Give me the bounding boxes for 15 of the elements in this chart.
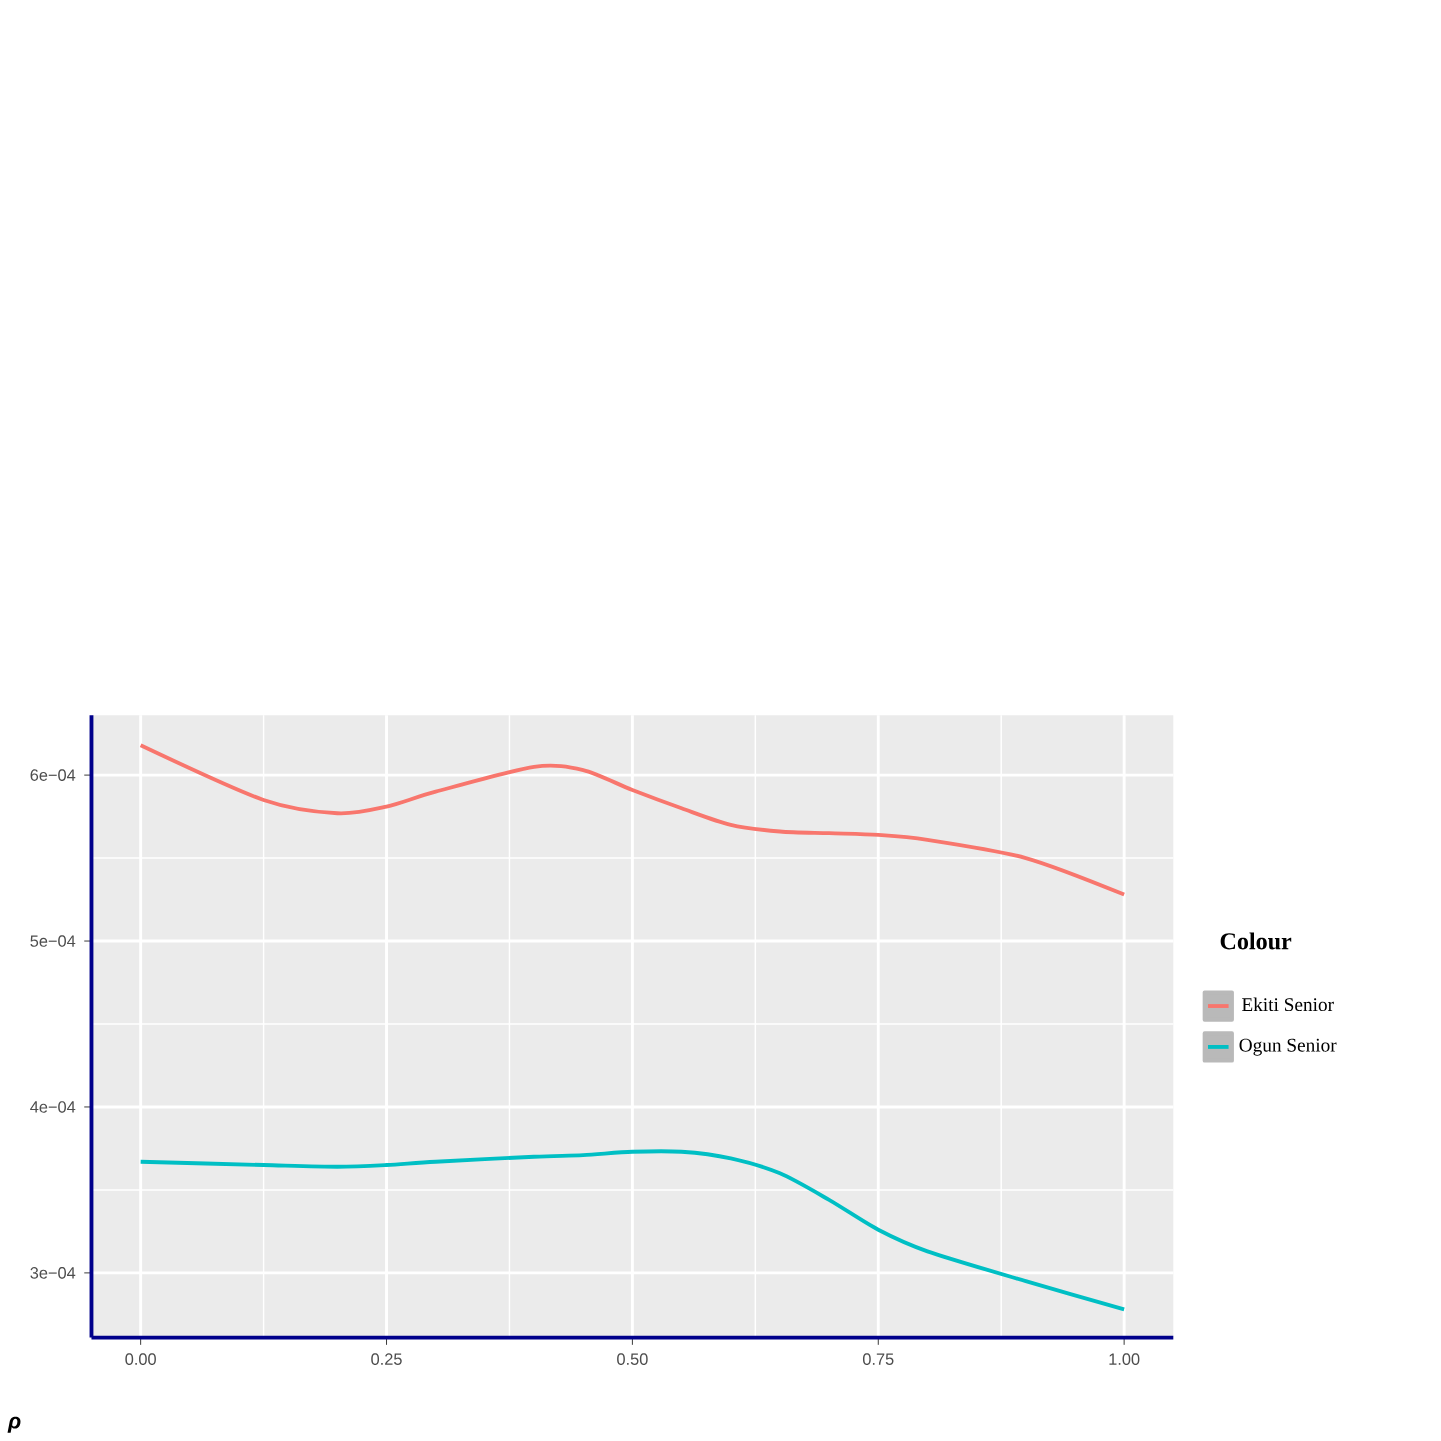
- legend-title: Colour: [1220, 932, 1292, 950]
- x-tick-label: 1.00: [1109, 1353, 1140, 1366]
- y-tick-label: 6e−04: [30, 769, 76, 781]
- x-axis-title: ρ: [7, 1416, 21, 1433]
- legend-label: Ekiti Senior: [1241, 997, 1334, 1012]
- y-tick-label: 5e−04: [30, 935, 76, 947]
- y-tick-label: 4e−04: [30, 1101, 76, 1113]
- line-series: [138, 1149, 1127, 1312]
- line-series: [138, 743, 1127, 897]
- x-tick-label: 0.75: [862, 1353, 894, 1366]
- x-tick-label: 0.50: [617, 1353, 648, 1366]
- x-tick-label: 0.00: [125, 1353, 156, 1366]
- x-tick-label: 0.25: [371, 1353, 402, 1366]
- legend-label: Ogun Senior: [1239, 1038, 1337, 1056]
- y-tick-label: 3e−04: [30, 1267, 76, 1279]
